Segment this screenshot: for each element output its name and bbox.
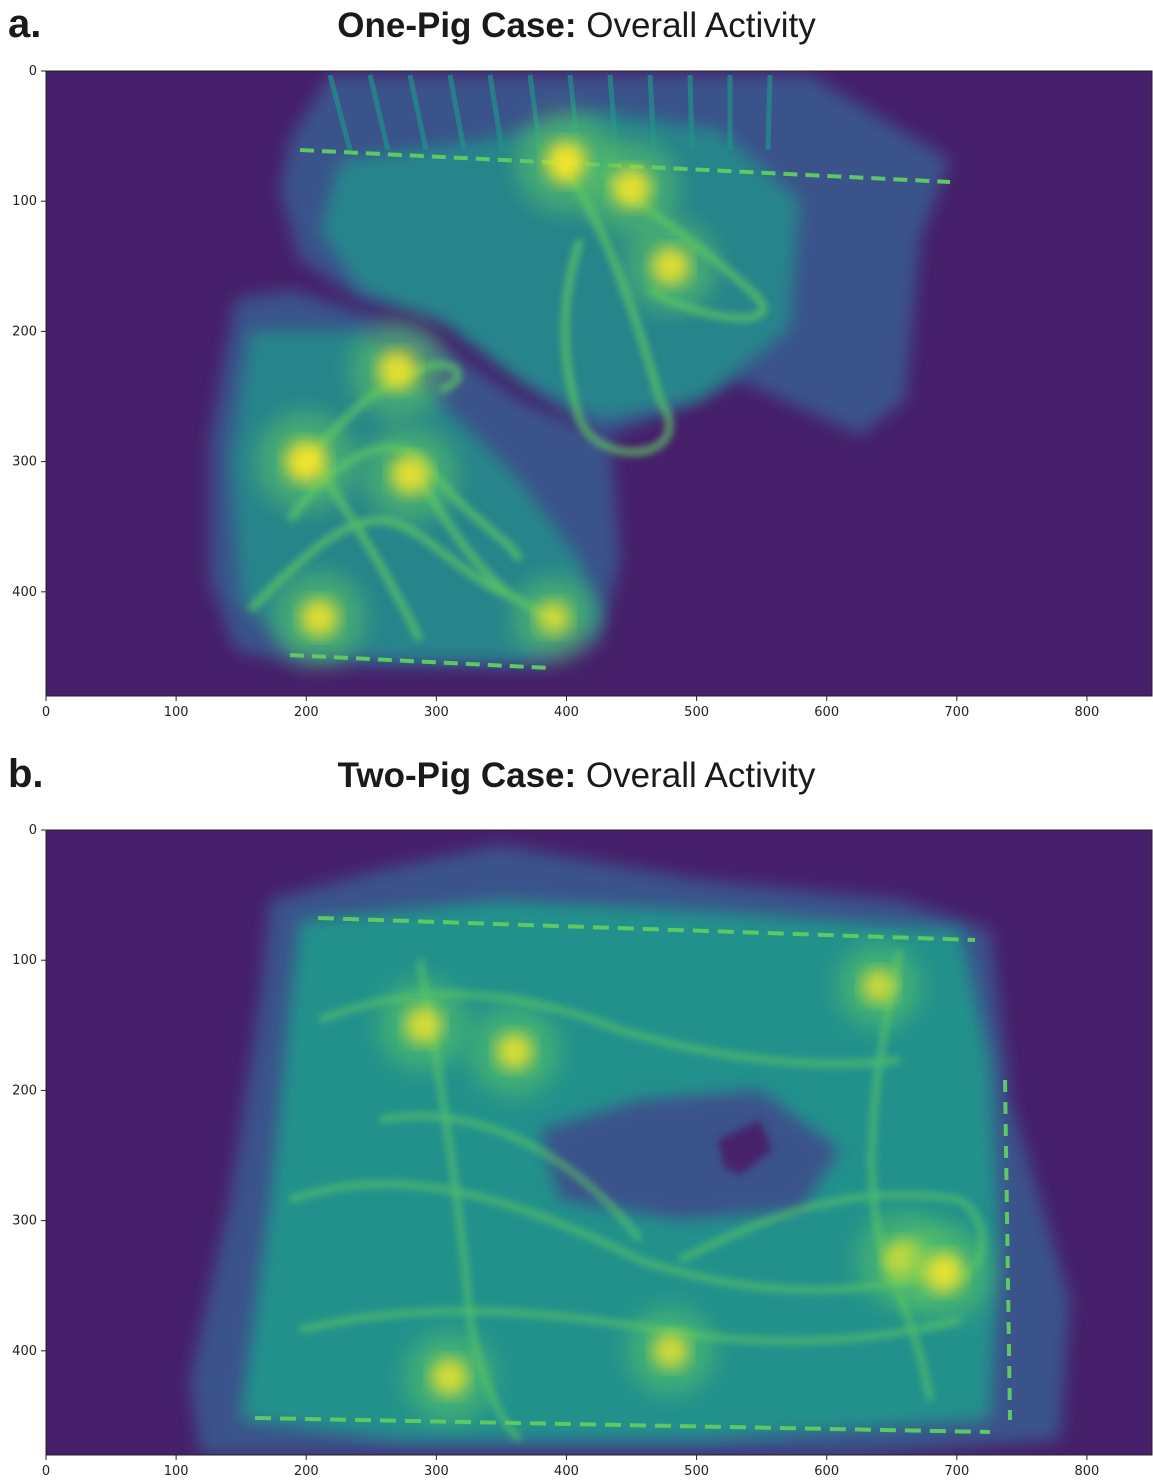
y-tick-label: 300 (12, 455, 37, 470)
heatmap-a-hotspot-3 (284, 440, 328, 483)
y-tick-label: 0 (29, 823, 37, 838)
heatmap-b-hotspot-0 (404, 1006, 442, 1044)
heatmap-a-y-axis: 0 100 200 300 400 (12, 64, 46, 600)
heatmap-a: 0 100 200 300 400 500 600 700 800 0 100 200 300 400 (12, 64, 1153, 720)
heatmap-a-hotspot-6 (300, 598, 339, 638)
panel-title-b-rest: Overall Activity (585, 756, 816, 795)
heatmap-a-hotspot-1 (611, 168, 652, 209)
x-tick-label: 700 (944, 1464, 969, 1479)
x-tick-label: 300 (424, 705, 449, 720)
x-tick-label: 200 (294, 1464, 319, 1479)
heatmap-b-dark-spot (718, 1120, 772, 1175)
panel-letter-a: a. (8, 2, 42, 46)
heatmap-a-hotspot-4 (377, 350, 418, 391)
x-tick-label: 0 (42, 1464, 50, 1479)
x-tick-label: 400 (554, 705, 579, 720)
x-tick-label: 500 (684, 705, 709, 720)
x-tick-label: 400 (554, 1464, 579, 1479)
panel-letter-b: b. (8, 752, 44, 796)
y-tick-label: 0 (29, 64, 37, 79)
heatmap-b-x-axis: 0 100 200 300 400 500 600 700 800 (42, 1455, 1099, 1479)
x-tick-label: 300 (424, 1464, 449, 1479)
x-tick-label: 200 (294, 705, 319, 720)
heatmap-a-hotspot-2 (651, 247, 690, 286)
heatmap-b-center-patch (540, 1090, 840, 1220)
x-tick-label: 800 (1075, 705, 1100, 720)
heatmap-a-hotspot-0 (545, 140, 588, 184)
heatmap-a-frame (45, 70, 1153, 697)
x-tick-label: 800 (1075, 1464, 1100, 1479)
heatmap-a-x-axis: 0 100 200 300 400 500 600 700 800 (42, 696, 1099, 720)
heatmap-b-frame (45, 829, 1153, 1456)
heatmap-b-hotspot-4 (430, 1358, 468, 1396)
x-tick-label: 600 (814, 1464, 839, 1479)
heatmap-a-hotspot-5 (390, 454, 431, 495)
panel-title-a-bold: One-Pig Case: (337, 6, 577, 45)
heatmap-b: 0 100 200 300 400 500 600 700 800 0 100 200 300 400 (12, 823, 1153, 1479)
panel-title-b-bold: Two-Pig Case: (337, 756, 577, 795)
x-tick-label: 0 (42, 705, 50, 720)
heatmap-b-hotspots (378, 944, 992, 1422)
heatmap-b-hotspot-3 (923, 1252, 964, 1293)
heatmap-b-hotspot-6 (861, 969, 896, 1004)
x-tick-label: 100 (164, 705, 189, 720)
y-tick-label: 400 (12, 585, 37, 600)
heatmap-b-hotspot-5 (652, 1333, 689, 1369)
y-tick-label: 200 (12, 1083, 37, 1098)
y-tick-label: 100 (12, 194, 37, 209)
heatmap-a-hotspot-7 (536, 600, 571, 635)
panel-title-b: Two-Pig Case: Overall Activity (0, 756, 1153, 796)
panel-title-a-rest: Overall Activity (586, 6, 816, 45)
heatmap-b-rail-bottom (254, 1416, 991, 1434)
y-tick-label: 100 (12, 953, 37, 968)
x-tick-label: 600 (814, 705, 839, 720)
heatmap-b-hotspot-1 (495, 1032, 533, 1070)
x-tick-label: 500 (684, 1464, 709, 1479)
heatmap-a-bars (327, 74, 773, 151)
x-tick-label: 700 (944, 705, 969, 720)
panel-title-a: One-Pig Case: Overall Activity (0, 6, 1153, 46)
heatmap-b-rail-top (317, 916, 976, 942)
y-tick-label: 200 (12, 324, 37, 339)
heatmap-a-mid-upper (320, 110, 800, 420)
heatmap-b-y-axis: 0 100 200 300 400 (12, 823, 46, 1359)
y-tick-label: 300 (12, 1214, 37, 1229)
y-tick-label: 400 (12, 1344, 37, 1359)
x-tick-label: 100 (164, 1464, 189, 1479)
heatmap-a-hotspots (255, 111, 717, 664)
